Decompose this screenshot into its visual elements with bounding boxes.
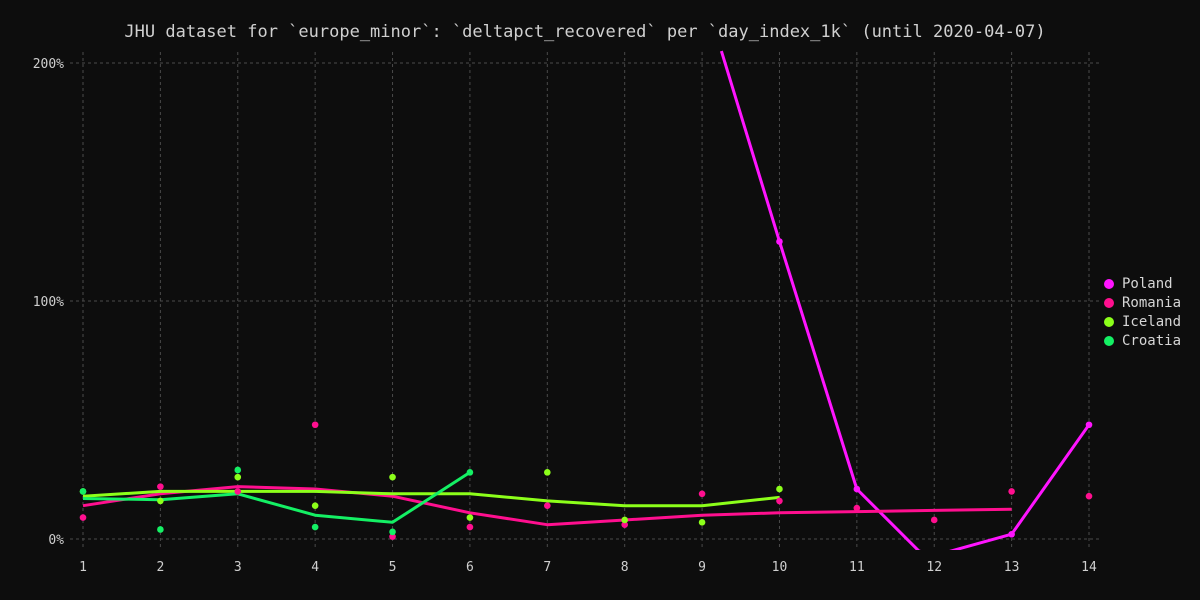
legend-label: Romania <box>1122 294 1182 311</box>
data-point-croatia <box>466 469 474 476</box>
series-line-iceland <box>82 489 780 508</box>
data-point-romania <box>234 488 242 495</box>
x-tick-label: 9 <box>698 560 706 575</box>
data-point-romania <box>698 490 706 498</box>
data-point-iceland <box>698 519 706 526</box>
x-tick-label: 3 <box>234 560 242 575</box>
legend-marker <box>1104 316 1114 327</box>
data-point-iceland <box>544 469 551 476</box>
data-point-iceland <box>776 485 783 493</box>
x-tick-label: 13 <box>1004 560 1020 575</box>
y-tick-label: 0% <box>48 533 64 548</box>
series-line-romania <box>82 485 1012 527</box>
data-point-croatia <box>234 466 242 474</box>
data-point-iceland <box>466 514 474 521</box>
x-tick-label: 8 <box>621 560 629 575</box>
legend-item-romania: Romania <box>1104 293 1181 312</box>
legend-label: Croatia <box>1122 332 1182 349</box>
series-line-poland <box>719 50 1091 550</box>
data-point-romania <box>853 504 861 512</box>
legend-item-croatia: Croatia <box>1104 331 1181 350</box>
data-point-iceland <box>234 473 242 481</box>
legend-item-iceland: Iceland <box>1104 312 1181 331</box>
legend: Poland Romania Iceland Croatia <box>1104 274 1181 350</box>
y-tick-label: 200% <box>33 57 64 72</box>
data-point-romania <box>79 514 87 521</box>
legend-marker <box>1104 297 1114 308</box>
data-point-romania <box>930 516 938 524</box>
data-point-romania <box>1085 492 1093 500</box>
data-point-iceland <box>157 497 164 505</box>
axis-ticks: 1 2 3 4 5 6 7 8 9 10 11 12 13 140%100%200% <box>33 57 1097 575</box>
chart-title: JHU dataset for `europe_minor`: `deltapc… <box>124 22 1046 42</box>
x-tick-label: 12 <box>926 560 942 575</box>
data-point-romania <box>311 421 319 429</box>
data-point-romania <box>157 483 164 490</box>
data-point-poland <box>776 238 783 245</box>
legend-label: Poland <box>1122 275 1173 292</box>
data-point-romania <box>466 523 474 531</box>
x-tick-label: 5 <box>389 560 397 575</box>
x-tick-label: 1 <box>79 560 87 575</box>
y-tick-label: 100% <box>33 295 64 310</box>
data-point-romania <box>544 502 551 509</box>
data-point-romania <box>621 521 628 529</box>
data-point-croatia <box>389 528 396 536</box>
data-point-croatia <box>157 526 164 533</box>
data-point-poland <box>1008 530 1015 538</box>
data-point-poland <box>853 485 861 493</box>
x-tick-label: 7 <box>543 560 551 575</box>
data-point-iceland <box>389 473 396 481</box>
legend-label: Iceland <box>1122 313 1182 330</box>
series-layer <box>79 50 1093 550</box>
x-tick-label: 11 <box>849 560 865 575</box>
data-point-romania <box>1008 488 1015 495</box>
x-tick-label: 6 <box>466 560 474 575</box>
data-point-croatia <box>79 488 87 495</box>
data-point-romania <box>776 497 783 505</box>
legend-marker <box>1104 278 1114 289</box>
x-tick-label: 14 <box>1081 560 1097 575</box>
data-point-croatia <box>311 523 319 531</box>
series-line-croatia <box>82 471 471 524</box>
legend-item-poland: Poland <box>1104 274 1181 293</box>
x-tick-label: 2 <box>156 560 164 575</box>
grid <box>70 52 1102 550</box>
data-point-romania <box>389 533 396 540</box>
legend-marker <box>1104 335 1114 346</box>
data-point-poland <box>1085 421 1093 429</box>
data-point-iceland <box>621 516 628 524</box>
x-tick-label: 4 <box>311 560 319 575</box>
data-point-iceland <box>311 502 319 509</box>
x-tick-label: 10 <box>772 560 788 575</box>
